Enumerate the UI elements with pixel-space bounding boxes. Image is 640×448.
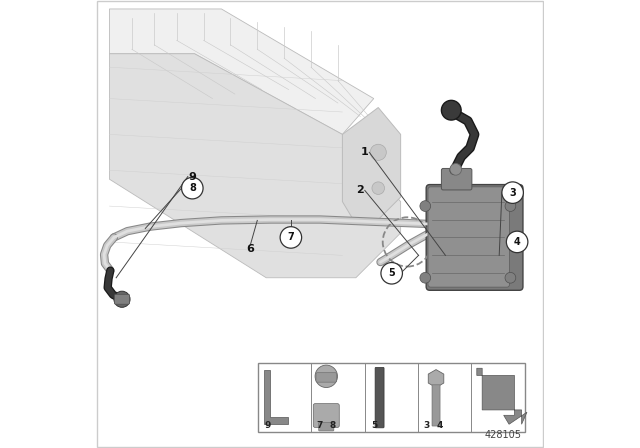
FancyBboxPatch shape (426, 185, 523, 290)
FancyBboxPatch shape (258, 363, 525, 432)
Polygon shape (109, 9, 374, 134)
Circle shape (114, 291, 130, 307)
Circle shape (370, 144, 387, 160)
Text: 6: 6 (246, 244, 255, 254)
Text: 2: 2 (356, 185, 364, 195)
Circle shape (450, 164, 461, 175)
Polygon shape (109, 54, 401, 278)
Circle shape (381, 263, 403, 284)
Text: 9: 9 (188, 172, 196, 181)
Circle shape (420, 201, 431, 211)
FancyBboxPatch shape (442, 168, 472, 190)
FancyBboxPatch shape (375, 367, 384, 428)
Text: 8: 8 (189, 183, 196, 193)
Text: 1: 1 (361, 147, 369, 157)
FancyBboxPatch shape (428, 187, 509, 287)
FancyBboxPatch shape (319, 422, 334, 431)
Text: 9: 9 (264, 421, 271, 430)
Text: 8: 8 (330, 421, 336, 430)
Circle shape (315, 365, 337, 388)
Circle shape (442, 100, 461, 120)
Polygon shape (428, 370, 444, 388)
Circle shape (420, 272, 431, 283)
Circle shape (502, 182, 524, 203)
Circle shape (505, 272, 516, 283)
Text: 5: 5 (388, 268, 395, 278)
Text: 4: 4 (436, 421, 443, 430)
Text: 4: 4 (514, 237, 520, 247)
Text: 3: 3 (423, 421, 429, 430)
FancyBboxPatch shape (314, 404, 339, 427)
FancyBboxPatch shape (115, 294, 130, 304)
Polygon shape (264, 370, 288, 424)
Text: 5: 5 (371, 421, 378, 430)
Polygon shape (477, 368, 527, 424)
Text: 428105: 428105 (484, 430, 522, 440)
Circle shape (506, 231, 528, 253)
Polygon shape (342, 108, 401, 224)
Circle shape (505, 201, 516, 211)
Circle shape (372, 182, 385, 194)
Circle shape (182, 177, 203, 199)
FancyBboxPatch shape (432, 385, 440, 426)
FancyBboxPatch shape (316, 373, 337, 382)
Text: 7: 7 (287, 233, 294, 242)
Text: 7: 7 (316, 421, 323, 430)
Text: 3: 3 (509, 188, 516, 198)
Circle shape (280, 227, 301, 248)
